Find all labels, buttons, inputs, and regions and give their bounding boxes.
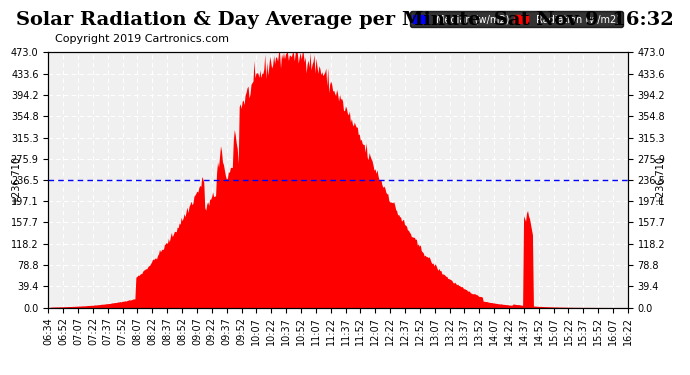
Text: Solar Radiation & Day Average per Minute  Sat Nov 9  16:32: Solar Radiation & Day Average per Minute… xyxy=(16,11,674,29)
Text: Copyright 2019 Cartronics.com: Copyright 2019 Cartronics.com xyxy=(55,34,229,44)
Legend: Median (w/m2), Radiation (w/m2): Median (w/m2), Radiation (w/m2) xyxy=(411,12,623,27)
Text: +236.710: +236.710 xyxy=(12,156,21,204)
Text: +236.710: +236.710 xyxy=(655,156,664,204)
